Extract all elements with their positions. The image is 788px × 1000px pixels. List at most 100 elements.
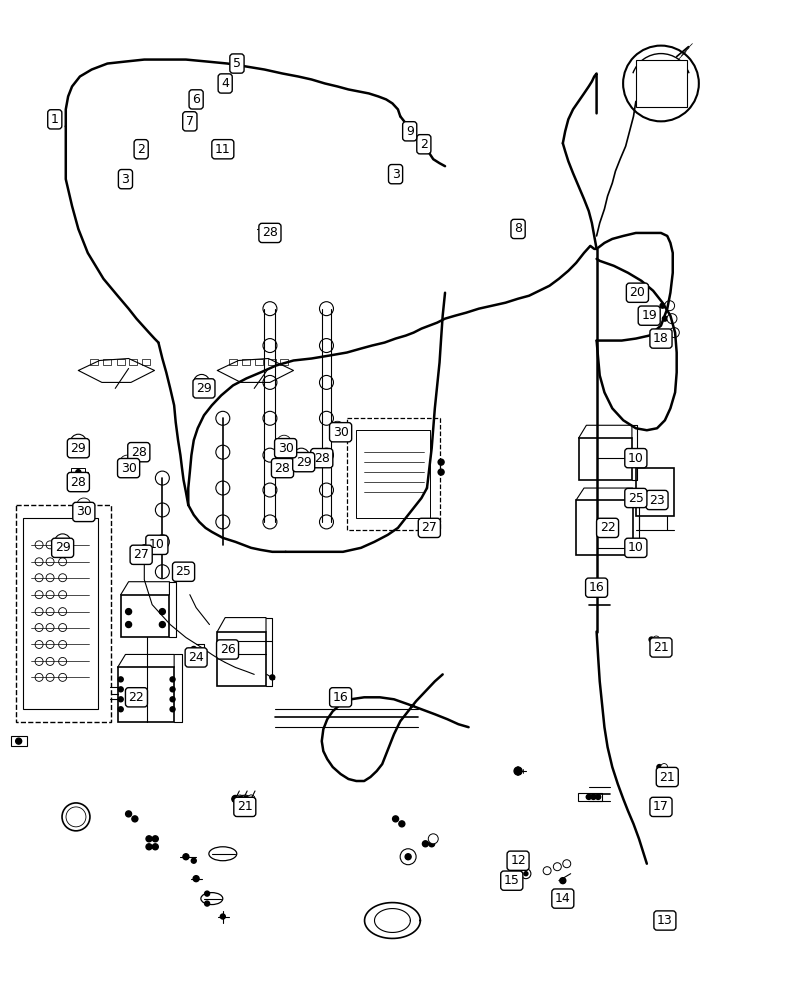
Circle shape [191, 646, 197, 652]
Circle shape [58, 608, 67, 616]
Circle shape [118, 697, 123, 702]
Circle shape [46, 591, 54, 599]
Circle shape [46, 541, 54, 549]
Circle shape [664, 301, 675, 311]
Text: 22: 22 [128, 691, 144, 704]
Circle shape [70, 434, 87, 450]
Text: 21: 21 [660, 771, 675, 784]
Circle shape [596, 794, 600, 799]
Text: 28: 28 [274, 462, 291, 475]
Text: 10: 10 [628, 452, 644, 465]
Text: 26: 26 [220, 643, 236, 656]
Circle shape [216, 411, 230, 425]
Circle shape [277, 435, 291, 449]
Circle shape [263, 375, 277, 389]
Text: 29: 29 [54, 541, 70, 554]
Circle shape [58, 641, 67, 648]
Text: 2: 2 [137, 143, 145, 156]
Circle shape [125, 609, 132, 615]
Circle shape [194, 374, 210, 390]
Bar [117, 359, 125, 365]
Circle shape [280, 460, 285, 465]
Circle shape [155, 535, 169, 549]
Circle shape [591, 794, 596, 799]
Circle shape [120, 455, 134, 469]
Circle shape [146, 836, 152, 842]
Text: 19: 19 [641, 309, 657, 322]
Circle shape [155, 471, 169, 485]
Circle shape [524, 872, 528, 876]
Circle shape [216, 445, 230, 459]
Circle shape [658, 640, 665, 647]
Bar [636, 60, 687, 107]
Text: 28: 28 [131, 446, 147, 459]
Circle shape [263, 411, 277, 425]
Circle shape [563, 860, 571, 868]
Circle shape [199, 379, 205, 385]
Circle shape [159, 622, 165, 628]
Circle shape [205, 891, 210, 896]
Circle shape [666, 768, 673, 775]
Circle shape [330, 421, 344, 435]
Text: 28: 28 [262, 226, 278, 239]
Circle shape [152, 836, 158, 842]
Bar [356, 430, 430, 518]
Circle shape [76, 439, 81, 445]
Circle shape [319, 375, 333, 389]
Circle shape [118, 677, 123, 682]
Circle shape [649, 637, 654, 642]
Circle shape [216, 515, 230, 529]
Bar [229, 359, 237, 365]
Circle shape [60, 539, 65, 545]
Bar [129, 359, 137, 365]
Circle shape [118, 687, 123, 692]
Bar [24, 518, 98, 709]
Circle shape [263, 339, 277, 353]
Bar [16, 505, 111, 722]
Circle shape [80, 501, 87, 509]
Bar [255, 359, 263, 365]
Circle shape [76, 470, 81, 475]
Circle shape [655, 641, 660, 646]
Circle shape [392, 816, 399, 822]
Text: 14: 14 [555, 892, 571, 905]
Ellipse shape [201, 893, 223, 905]
Circle shape [656, 78, 666, 88]
Circle shape [399, 821, 405, 827]
Circle shape [429, 841, 435, 847]
Circle shape [77, 498, 91, 512]
Circle shape [669, 328, 679, 338]
Circle shape [123, 458, 131, 466]
Circle shape [405, 854, 411, 860]
Circle shape [170, 697, 175, 702]
Circle shape [152, 844, 158, 850]
Circle shape [319, 411, 333, 425]
Circle shape [543, 867, 551, 875]
Circle shape [667, 314, 677, 324]
Circle shape [629, 451, 643, 465]
Circle shape [46, 673, 54, 681]
Bar [260, 225, 273, 233]
Text: 9: 9 [406, 125, 414, 138]
Circle shape [657, 765, 662, 770]
Text: 12: 12 [510, 854, 526, 867]
Circle shape [155, 565, 169, 579]
Circle shape [159, 609, 165, 615]
Circle shape [559, 878, 566, 884]
Circle shape [668, 773, 673, 778]
Circle shape [35, 541, 43, 549]
Text: 17: 17 [653, 800, 669, 813]
Text: 2: 2 [420, 138, 428, 151]
Circle shape [35, 657, 43, 665]
Circle shape [58, 657, 67, 665]
Circle shape [46, 641, 54, 648]
Text: 27: 27 [133, 548, 149, 561]
Text: 30: 30 [121, 462, 136, 475]
Text: 5: 5 [233, 57, 241, 70]
Circle shape [623, 46, 699, 121]
Circle shape [221, 914, 225, 919]
Circle shape [170, 677, 175, 682]
Text: 29: 29 [196, 382, 212, 395]
Circle shape [146, 844, 152, 850]
Circle shape [652, 636, 660, 643]
